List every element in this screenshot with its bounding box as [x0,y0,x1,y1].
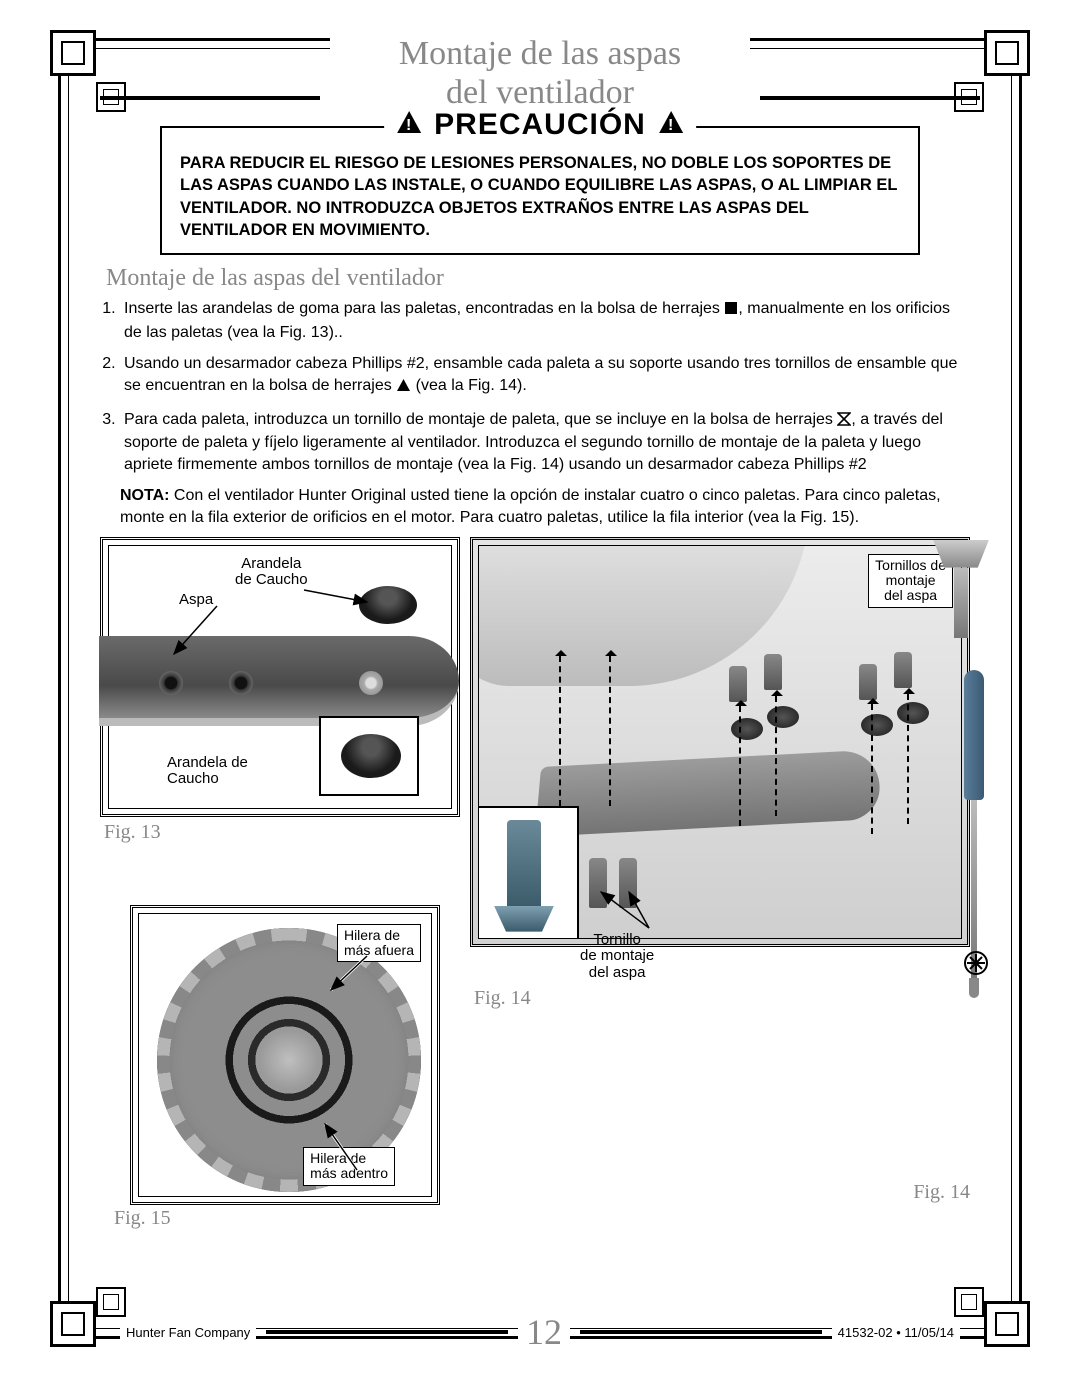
dashed-arrow [559,656,561,806]
figure-15: Hilera de más afuera Hilera de más adent… [130,905,440,1205]
grommet-icon [731,718,763,740]
warning-icon: ! [658,108,684,142]
page-content: Montaje de las aspas del ventilador ! PR… [100,60,980,1307]
grommet-inset [319,716,419,796]
motor-housing [478,545,809,686]
caution-header: ! PRECAUCIÓN ! [384,108,696,142]
page-number: 12 [518,1311,570,1353]
dashed-arrow [871,704,873,834]
corner-ornament [984,30,1030,76]
arrow-lines [139,914,449,1214]
screw-inset [478,806,579,939]
caution-box: ! PRECAUCIÓN ! PARA REDUCIR EL RIESGO DE… [160,126,920,255]
grommet-icon [897,702,929,724]
footer: Hunter Fan Company 12 41532-02 • 11/05/1… [120,1311,960,1353]
svg-text:!: ! [406,117,412,134]
mounting-screw-large [933,540,989,638]
caution-label: PRECAUCIÓN [434,108,646,142]
dashed-arrow [609,656,611,806]
footer-company: Hunter Fan Company [120,1325,256,1340]
warning-icon: ! [396,108,422,142]
dashed-arrow [739,706,741,826]
blade-bracket [535,749,883,837]
footer-docnum: 41532-02 • 11/05/14 [832,1325,960,1340]
grommet-icon [767,706,799,728]
section-title: Montaje de las aspas del ventilador [106,265,980,292]
fig14-label: Fig. 14 [474,987,531,1010]
dashed-arrow [775,696,777,816]
step-2: Usando un desarmador cabeza Phillips #2,… [120,353,972,398]
label-tornillo: Tornillo de montaje del aspa [580,932,654,982]
caution-body: PARA REDUCIR EL RIESGO DE LESIONES PERSO… [180,152,900,241]
note: NOTA: Con el ventilador Hunter Original … [120,485,972,528]
corner-ornament [984,1301,1030,1347]
step-1: Inserte las arandelas de goma para las p… [120,298,972,343]
note-text: Con el ventilador Hunter Original usted … [120,487,941,526]
page-title: Montaje de las aspas del ventilador [330,34,750,118]
step-3: Para cada paleta, introduzca un tornillo… [120,409,972,476]
arrow-lines [579,858,729,938]
grommet-icon [861,714,893,736]
svg-text:!: ! [668,117,674,134]
square-icon [724,300,738,322]
label-arandela2: Arandela de Caucho [167,755,248,788]
fig14b-label: Fig. 14 [913,1181,970,1204]
figure-14: Tornillos de montaje del aspa [470,537,970,947]
fig15-label: Fig. 15 [114,1207,171,1230]
note-label: NOTA: [120,487,169,504]
corner-ornament [50,1301,96,1347]
phillips-icon [964,951,988,975]
triangle-icon [396,377,411,399]
dashed-arrow [907,694,909,824]
instruction-steps: Inserte las arandelas de goma para las p… [120,298,972,475]
corner-ornament [50,30,96,76]
title-line1: Montaje de las aspas [399,35,681,72]
hourglass-icon [837,411,851,433]
figures-area: Arandela de Caucho Aspa Arandela de Cauc… [100,537,980,1217]
figure-13: Arandela de Caucho Aspa Arandela de Cauc… [100,537,460,817]
fig13-label: Fig. 13 [104,821,161,844]
